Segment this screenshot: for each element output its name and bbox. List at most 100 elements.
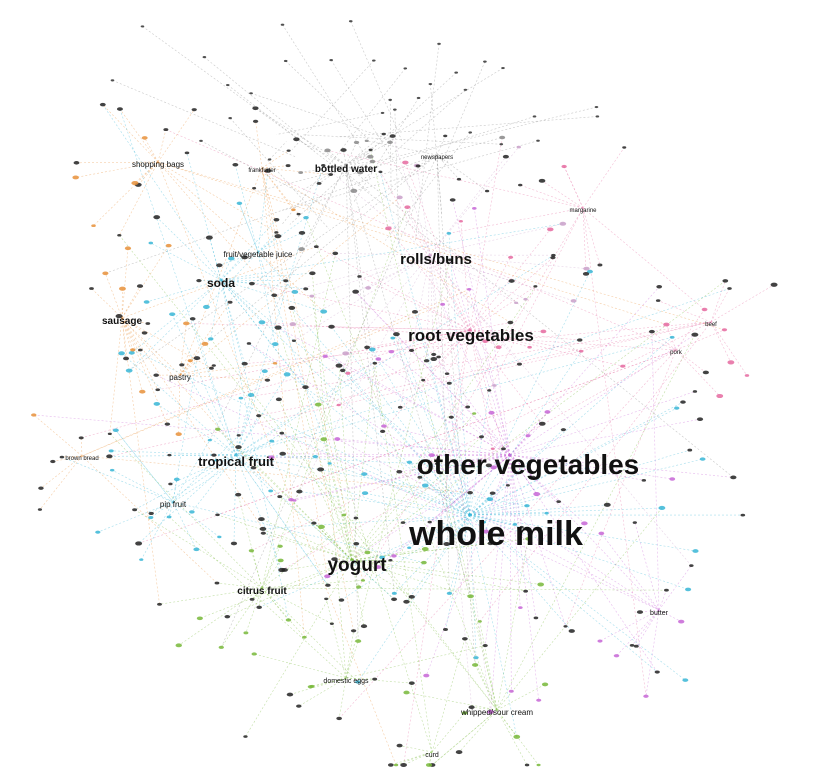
rule-node [224,614,231,619]
edge [251,550,263,589]
edge [235,254,554,456]
edge [179,360,191,376]
rule-node [59,455,65,459]
rule-node [249,597,255,601]
rule-node [355,639,362,643]
edge [254,653,347,679]
rule-node [320,437,328,442]
edge [311,296,353,561]
edge [121,317,134,350]
edge [357,514,471,683]
rule-node [379,429,386,433]
rule-node [251,652,257,656]
rule-node [415,164,421,168]
rule-node [444,372,450,376]
rule-node [477,620,482,623]
rule-node [99,102,106,107]
rule-node [135,541,143,546]
edge [263,532,353,561]
rule-node [655,299,661,302]
rule-node [691,332,699,337]
edge [317,404,353,561]
rule-node [692,390,698,393]
edge [75,161,159,178]
rule-node [325,583,331,587]
edge [199,559,353,619]
rule-node [307,685,314,689]
rule-node [364,139,369,143]
edge [334,558,353,561]
edge [261,207,408,589]
edge [150,242,222,281]
edge [469,429,564,516]
rule-node [31,413,37,417]
rule-node [689,564,694,567]
edge [119,108,159,163]
edge [151,454,237,514]
rule-node [448,415,454,419]
rule-node [508,279,515,283]
rule-node [597,263,603,267]
rule-node [678,619,685,624]
rule-node [540,329,547,334]
rule-node [391,554,397,558]
rule-node [196,616,203,621]
edge [172,501,424,563]
rule-node [403,599,410,604]
rule-node [770,282,778,287]
edge [403,751,433,766]
rule-node [298,230,306,235]
edge [178,374,181,435]
rule-node [328,173,334,176]
rule-node [499,143,504,146]
edge [658,565,692,611]
rule-node [490,465,497,470]
edge [178,587,263,646]
rule-node [155,388,161,392]
rule-node [682,678,689,682]
edge [337,438,660,611]
edge [233,454,237,544]
rule-node [191,108,197,112]
rule-node [258,320,266,325]
rule-node [153,215,161,220]
edge [520,184,584,209]
edge [338,365,353,561]
edge [658,590,667,611]
edge [469,407,677,516]
rule-node [280,23,285,26]
edge [134,509,263,589]
rule-node [340,148,347,152]
rule-node [563,625,568,628]
rule-node [322,354,328,358]
rule-node [296,704,302,708]
rule-node [388,559,393,562]
edge [138,349,677,544]
edge [121,245,169,319]
rule-node [643,694,649,698]
rule-node [544,511,549,515]
rule-node [279,431,285,435]
edge [220,279,433,456]
edge [337,116,598,138]
rule-node [446,231,452,235]
edge [251,283,471,331]
rule-node [165,243,172,248]
edge [479,321,712,622]
rule-node [595,115,600,118]
edge [710,284,775,323]
edge [541,180,584,209]
rule-node [727,287,732,290]
rule-node [372,361,378,365]
rule-node [372,59,376,62]
edge [157,329,471,391]
edge [429,156,507,256]
edge [229,117,330,230]
rule-node [302,635,307,639]
edge [248,343,471,516]
rule-node [443,134,448,138]
hub-label-root-vegetables: root vegetables [408,326,534,345]
rule-node [391,591,397,595]
edge [257,251,325,440]
edge [479,621,498,711]
